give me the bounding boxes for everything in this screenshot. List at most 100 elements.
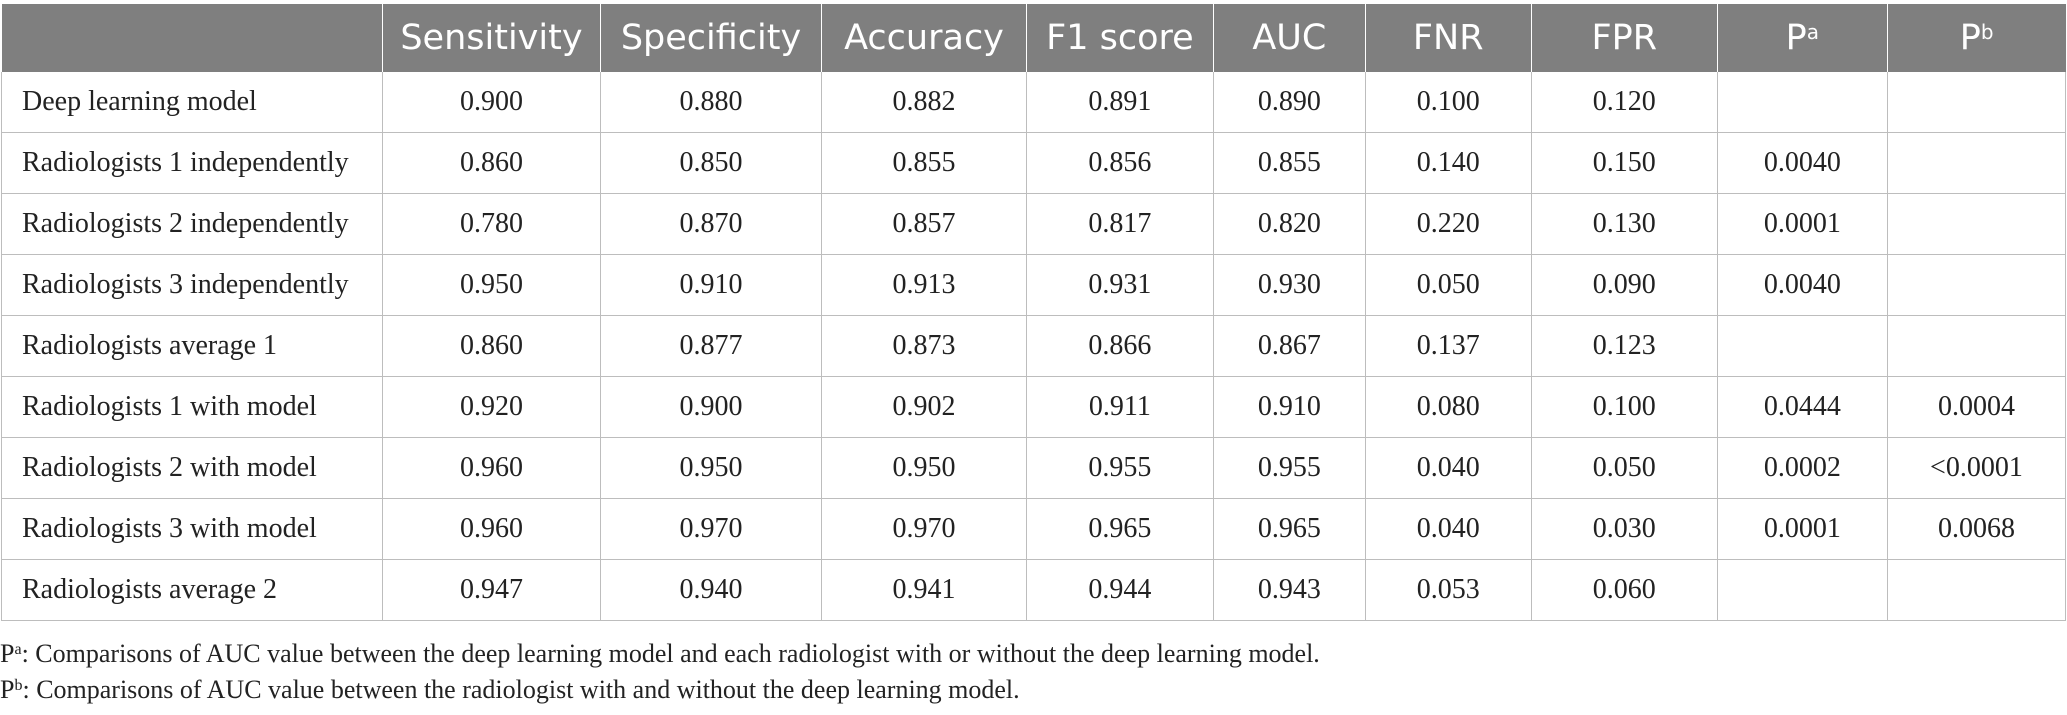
footnote-pb: Pb: Comparisons of AUC value between the… [0,675,1020,704]
table-cell: 0.100 [1530,376,1718,438]
table-cell: 0.030 [1530,498,1718,560]
table-cell: 0.911 [1025,376,1214,438]
table-row: Radiologists 3 with model 0.960 0.970 0.970… [0,498,2067,560]
table-cell: 0.910 [599,254,823,316]
table-cell: 0.0040 [1716,254,1888,316]
table-cell: 0.080 [1364,376,1532,438]
row-label: Radiologists 1 independently [0,132,384,194]
table-cell [1886,559,2067,621]
table-cell: 0.855 [821,132,1027,194]
row-label: Radiologists 3 independently [0,254,384,316]
table-cell: 0.850 [599,132,823,194]
table-cell [1716,315,1888,377]
footnote-pa: Pa: Comparisons of AUC value between the… [0,639,1320,668]
table-cell: 0.0004 [1886,376,2067,438]
table-cell: 0.920 [382,376,601,438]
header-cell-blank [1,4,383,72]
table-cell: 0.0444 [1716,376,1888,438]
table-cell: 0.941 [821,559,1027,621]
table-cell: 0.053 [1364,559,1532,621]
table-cell: 0.955 [1025,437,1214,499]
table-cell: 0.947 [382,559,601,621]
table-cell: 0.960 [382,437,601,499]
header-specificity: Specificity [599,4,822,72]
table-row: Radiologists 2 independently 0.780 0.870 0.… [0,193,2067,255]
table-cell: 0.944 [1025,559,1214,621]
table-cell: 0.931 [1025,254,1214,316]
table-cell: 0.0001 [1716,498,1888,560]
table-cell: 0.0068 [1886,498,2067,560]
table-cell: 0.220 [1364,193,1532,255]
table-row: Radiologists average 2 0.947 0.940 0.941 0.9… [0,559,2067,621]
table-cell [1886,72,2067,133]
table-cell: 0.930 [1212,254,1366,316]
table-cell: 0.0040 [1716,132,1888,194]
table-row: Radiologists 3 independently 0.950 0.910 0.… [0,254,2067,316]
table-cell: 0.130 [1530,193,1718,255]
footnotes: Pa: Comparisons of AUC value between the… [0,636,1320,708]
row-label: Radiologists 3 with model [0,498,384,560]
table-cell: 0.965 [1025,498,1214,560]
table-cell: 0.860 [382,132,601,194]
table-cell: 0.877 [599,315,823,377]
header-pb: Pb [1886,4,2066,72]
table-row: Radiologists average 1 0.860 0.877 0.873 0.8… [0,315,2067,377]
table-cell [1886,315,2067,377]
header-row: Sensitivity Specificity Accuracy F1 scor… [1,4,2066,72]
row-label: Radiologists average 1 [0,315,384,377]
row-label: Radiologists 1 with model [0,376,384,438]
table-cell: 0.050 [1364,254,1532,316]
table-cell: 0.150 [1530,132,1718,194]
row-label: Radiologists average 2 [0,559,384,621]
header-f1-score: F1 score [1025,4,1214,72]
table-cell: 0.950 [382,254,601,316]
table-cell [1886,254,2067,316]
table-cell: 0.100 [1364,72,1532,133]
table-cell: 0.970 [599,498,823,560]
table-cell: 0.913 [821,254,1027,316]
table-cell: 0.860 [382,315,601,377]
table-cell: 0.950 [599,437,823,499]
table-cell: 0.880 [599,72,823,133]
table-cell [1716,559,1888,621]
table-cell: 0.820 [1212,193,1366,255]
table-row: Radiologists 2 with model 0.960 0.950 0.950… [0,437,2067,499]
table-cell: 0.120 [1530,72,1718,133]
table-cell: 0.866 [1025,315,1214,377]
table-cell: 0.0002 [1716,437,1888,499]
header-accuracy: Accuracy [821,4,1027,72]
table-cell: 0.960 [382,498,601,560]
table-cell: 0.0001 [1716,193,1888,255]
table-cell: 0.940 [599,559,823,621]
table-cell: 0.090 [1530,254,1718,316]
table-cell: 0.970 [821,498,1027,560]
table-cell: 0.955 [1212,437,1366,499]
table-cell: <0.0001 [1886,437,2067,499]
results-table: Sensitivity Specificity Accuracy F1 scor… [0,4,2067,621]
table-cell: 0.780 [382,193,601,255]
table-cell: 0.900 [599,376,823,438]
header-auc: AUC [1212,4,1366,72]
table-row: Radiologists 1 independently 0.860 0.850 0.… [0,132,2067,194]
table-cell: 0.856 [1025,132,1214,194]
table-cell: 0.870 [599,193,823,255]
table-cell: 0.882 [821,72,1027,133]
table-cell: 0.050 [1530,437,1718,499]
row-label: Radiologists 2 with model [0,437,384,499]
table-cell: 0.950 [821,437,1027,499]
table-cell: 0.123 [1530,315,1718,377]
table-cell: 0.965 [1212,498,1366,560]
table-cell: 0.891 [1025,72,1214,133]
table-cell: 0.890 [1212,72,1366,133]
table-cell: 0.040 [1364,498,1532,560]
table-cell [1886,132,2067,194]
header-fnr: FNR [1364,4,1532,72]
table-cell: 0.910 [1212,376,1366,438]
table-cell: 0.817 [1025,193,1214,255]
table-cell: 0.902 [821,376,1027,438]
row-label: Deep learning model [0,72,384,133]
header-sensitivity: Sensitivity [382,4,601,72]
table-cell [1886,193,2067,255]
header-fpr: FPR [1530,4,1718,72]
table-cell: 0.867 [1212,315,1366,377]
